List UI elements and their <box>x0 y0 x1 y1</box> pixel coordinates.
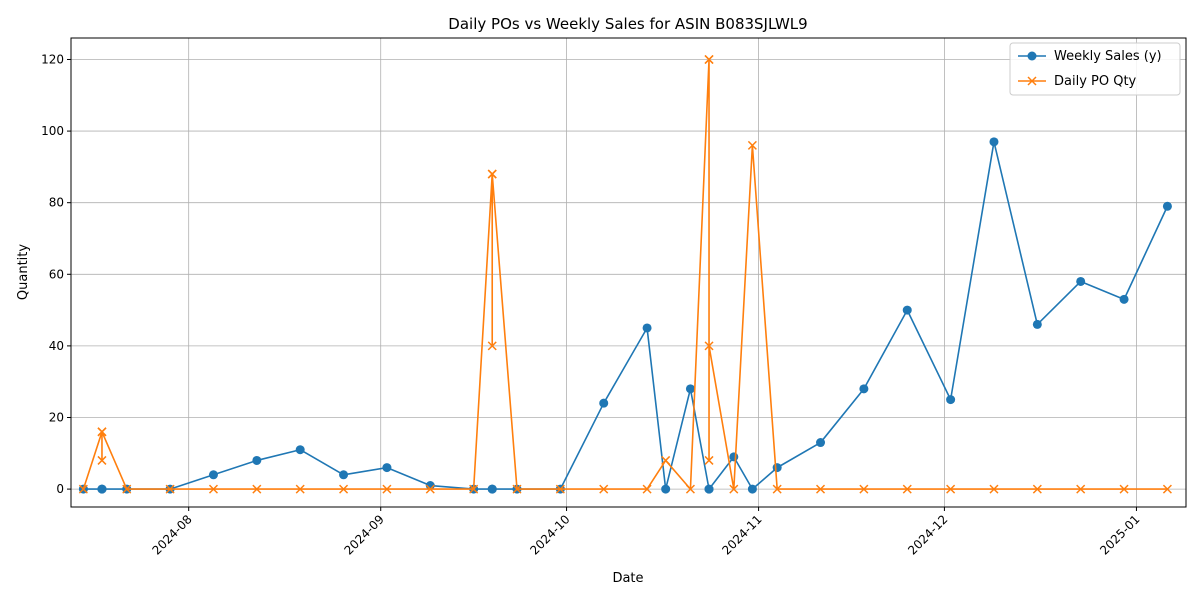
y-tick-label: 0 <box>56 482 64 496</box>
data-point-daily-po <box>97 427 107 437</box>
data-point-daily-po <box>252 484 262 494</box>
data-point-weekly-sales <box>1032 319 1042 329</box>
data-point-weekly-sales <box>339 470 349 480</box>
data-point-daily-po <box>208 484 219 494</box>
y-tick-label: 60 <box>49 267 64 281</box>
legend-label-daily-po: Daily PO Qty <box>1054 74 1137 89</box>
data-point-weekly-sales <box>902 305 912 315</box>
data-point-daily-po <box>729 484 739 494</box>
data-point-weekly-sales <box>1076 276 1086 286</box>
data-point-daily-po <box>487 169 497 179</box>
y-tick-label: 80 <box>49 196 64 210</box>
chart-title: Daily POs vs Weekly Sales for ASIN B083S… <box>448 15 807 33</box>
data-point-weekly-sales <box>946 395 956 405</box>
series-layer <box>78 54 1172 494</box>
data-point-daily-po <box>122 484 132 494</box>
data-point-daily-po <box>704 54 714 65</box>
y-tick-label: 120 <box>41 52 64 66</box>
y-tick-label: 40 <box>49 339 64 353</box>
data-point-daily-po <box>487 341 497 351</box>
plot-frame <box>70 37 1187 508</box>
data-point-weekly-sales <box>859 384 869 394</box>
data-point-weekly-sales <box>642 323 652 333</box>
legend-marker-weekly-sales <box>1027 51 1037 61</box>
data-point-daily-po <box>747 140 757 150</box>
data-point-weekly-sales <box>295 445 305 455</box>
data-point-weekly-sales <box>487 484 497 494</box>
data-point-daily-po <box>946 484 956 494</box>
data-point-daily-po <box>97 455 107 465</box>
data-point-daily-po <box>165 484 175 494</box>
data-point-weekly-sales <box>747 484 757 494</box>
data-point-weekly-sales <box>772 463 782 473</box>
data-point-daily-po <box>339 484 349 494</box>
data-point-daily-po <box>989 484 999 494</box>
data-point-daily-po <box>1032 484 1042 494</box>
data-point-weekly-sales <box>1119 294 1129 304</box>
data-point-daily-po <box>642 484 652 494</box>
data-point-daily-po <box>859 484 869 494</box>
data-point-daily-po <box>772 484 782 494</box>
data-point-weekly-sales <box>208 470 218 480</box>
data-point-weekly-sales <box>1162 201 1172 211</box>
x-axis-label: Date <box>612 571 643 586</box>
data-point-daily-po <box>815 484 826 494</box>
grid-layer <box>71 38 1186 507</box>
data-point-weekly-sales <box>989 137 999 147</box>
data-point-daily-po <box>425 484 435 494</box>
data-point-daily-po <box>1076 484 1086 494</box>
data-point-weekly-sales <box>382 463 392 473</box>
data-point-weekly-sales <box>729 452 739 462</box>
data-point-weekly-sales <box>661 484 671 494</box>
data-point-daily-po <box>902 484 912 494</box>
data-point-weekly-sales <box>704 484 714 494</box>
series-line-daily-po <box>82 58 1168 490</box>
data-point-daily-po <box>78 484 88 494</box>
data-point-daily-po <box>599 484 609 494</box>
data-point-daily-po <box>512 484 522 494</box>
data-point-weekly-sales <box>599 398 609 408</box>
y-tick-label: 100 <box>41 124 64 138</box>
data-point-daily-po <box>704 341 714 351</box>
data-point-weekly-sales <box>252 455 262 465</box>
data-point-daily-po <box>1162 484 1172 494</box>
data-point-daily-po <box>661 455 671 465</box>
legend: Weekly Sales (y) Daily PO Qty <box>1009 42 1181 96</box>
y-axis-label: Quantity <box>16 244 31 300</box>
data-point-daily-po <box>685 484 695 494</box>
data-point-daily-po <box>382 484 392 494</box>
data-point-daily-po <box>555 484 565 494</box>
y-tick-label: 20 <box>49 410 64 424</box>
data-point-weekly-sales <box>97 484 107 494</box>
legend-box <box>1009 42 1181 96</box>
data-point-weekly-sales <box>816 438 826 448</box>
data-point-daily-po <box>1119 484 1129 494</box>
data-point-daily-po <box>469 484 479 494</box>
legend-marker-daily-po <box>1027 76 1037 86</box>
legend-label-weekly-sales: Weekly Sales (y) <box>1054 49 1162 64</box>
data-point-weekly-sales <box>685 384 695 394</box>
data-point-daily-po <box>295 484 305 494</box>
data-point-daily-po <box>704 455 714 465</box>
